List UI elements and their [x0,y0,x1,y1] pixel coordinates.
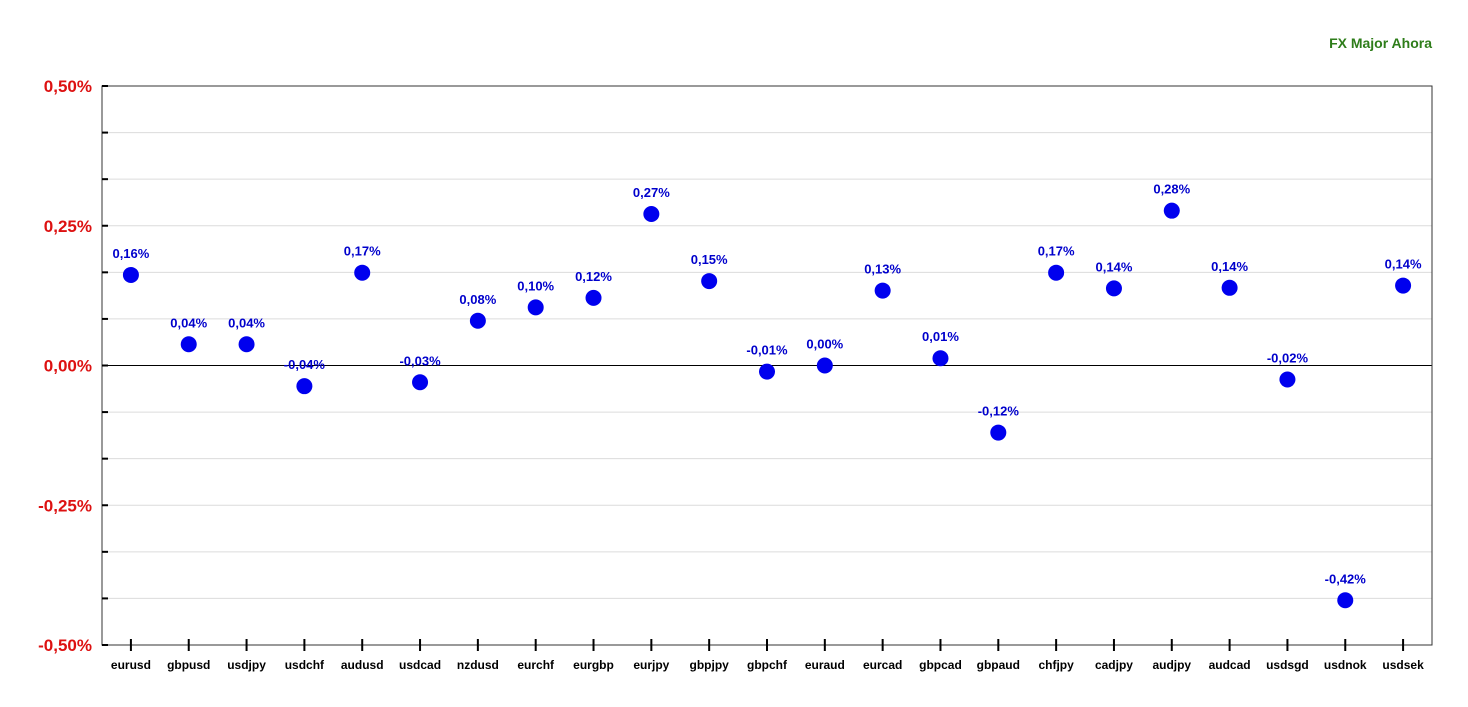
y-tick-label: -0,50% [38,636,92,655]
x-tick-label: euraud [805,658,845,672]
x-tick-label: usdnok [1324,658,1367,672]
data-label-gbpjpy: 0,15% [691,252,728,267]
data-point-audcad [1221,279,1238,296]
x-tick-label: nzdusd [457,658,499,672]
data-label-eurgbp: 0,12% [575,269,612,284]
data-label-audcad: 0,14% [1211,259,1248,274]
data-point-eurjpy [643,206,660,223]
data-point-usdjpy [238,336,255,353]
x-tick-label: gbpaud [977,658,1020,672]
x-tick-label: eurusd [111,658,151,672]
x-tick-label: eurcad [863,658,902,672]
data-point-chfjpy [1048,264,1065,281]
x-tick-label: eurchf [517,658,555,672]
data-label-usdchf: -0,04% [284,357,326,372]
data-label-cadjpy: 0,14% [1096,259,1133,274]
data-point-usdsgd [1279,371,1296,388]
data-point-usdchf [296,378,313,395]
y-tick-label: -0,25% [38,496,92,515]
data-label-chfjpy: 0,17% [1038,244,1075,259]
x-tick-label: chfjpy [1038,658,1074,672]
data-label-usdjpy: 0,04% [228,315,265,330]
data-labels: 0,16% 0,04% 0,04% -0,04% 0,17% -0,03% 0,08% 0,1… [112,182,1421,587]
x-tick-label: audcad [1209,658,1251,672]
data-point-gbpaud [990,424,1007,441]
data-label-gbpcad: 0,01% [922,329,959,344]
data-label-audusd: 0,17% [344,244,381,259]
data-label-nzdusd: 0,08% [459,292,496,307]
data-label-usdcad: -0,03% [399,353,441,368]
data-point-gbpchf [759,363,775,380]
data-point-gbpusd [180,336,197,353]
x-tick-label: eurjpy [633,658,669,672]
x-tick-label: gbpchf [747,658,788,672]
data-point-audjpy [1163,202,1180,219]
data-point-eurcad [874,282,891,299]
data-point-gbpjpy [701,273,718,290]
data-point-eurusd [122,266,139,283]
x-tick-label: gbpcad [919,658,962,672]
data-label-gbpchf: -0,01% [746,343,788,358]
data-point-usdcad [412,374,429,391]
y-tick-label: 0,25% [44,217,92,236]
data-label-eurcad: 0,13% [864,262,901,277]
x-tick-label: cadjpy [1095,658,1133,672]
data-points [122,202,1412,609]
data-label-usdsek: 0,14% [1385,257,1422,272]
data-label-usdsgd: -0,02% [1267,350,1309,365]
x-tick-label: audusd [341,658,384,672]
x-tick-label: usdsek [1382,658,1424,672]
y-tick-label: 0,00% [44,357,92,376]
x-tick-label: usdsgd [1266,658,1309,672]
x-axis: eurusd gbpusd usdjpy usdchf audusd usdcad nzdu… [111,639,1424,672]
grid-layer [102,132,1432,599]
data-label-usdnok: -0,42% [1325,571,1367,586]
x-tick-label: usdjpy [227,658,266,672]
y-axis: 0,50% 0,25% 0,00% -0,25% -0,50% [38,77,108,655]
data-point-euraud [816,357,833,374]
data-point-gbpcad [932,350,949,367]
data-point-usdsek [1395,277,1412,294]
data-point-cadjpy [1105,280,1122,297]
chart-title: FX Major Ahora [1329,35,1432,51]
data-label-gbpaud: -0,12% [978,404,1020,419]
y-tick-label: 0,50% [44,77,92,96]
data-point-eurgbp [585,289,602,306]
data-point-nzdusd [469,312,486,329]
data-label-eurchf: 0,10% [517,278,554,293]
x-tick-label: usdchf [285,658,325,672]
x-tick-label: gbpusd [167,658,210,672]
data-label-eurjpy: 0,27% [633,185,670,200]
x-tick-label: gbpjpy [690,658,730,672]
x-tick-label: eurgbp [573,658,614,672]
x-tick-label: usdcad [399,658,441,672]
data-point-eurchf [527,299,544,316]
data-label-audjpy: 0,28% [1153,182,1190,197]
x-tick-label: audjpy [1152,658,1191,672]
data-label-eurusd: 0,16% [112,246,149,261]
data-point-usdnok [1337,592,1354,609]
data-point-audusd [354,264,371,281]
data-label-gbpusd: 0,04% [170,315,207,330]
data-label-euraud: 0,00% [806,337,843,352]
